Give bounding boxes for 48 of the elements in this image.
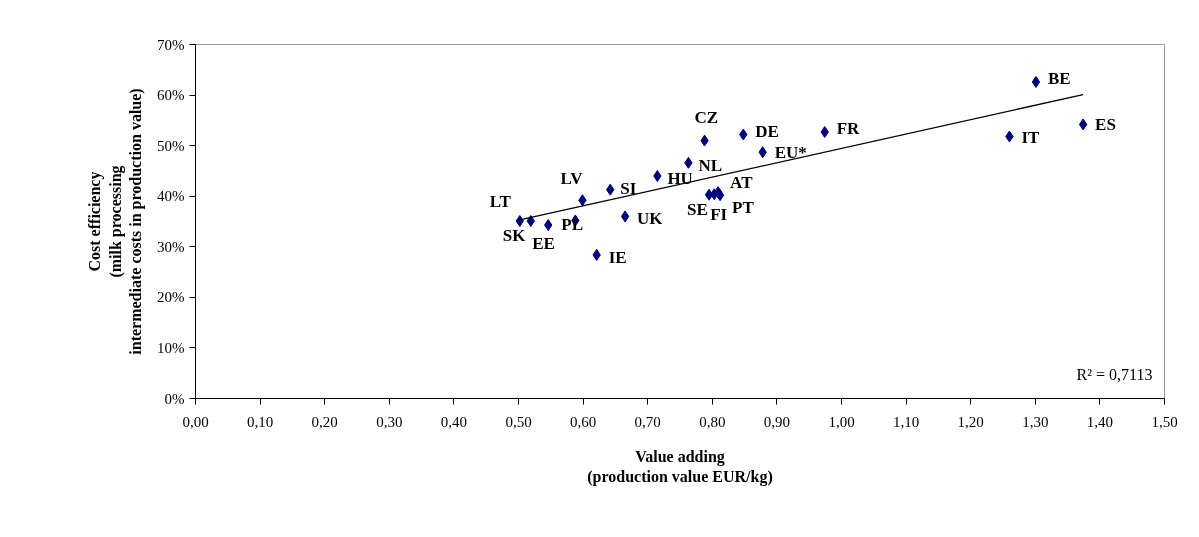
annotation: PL: [561, 215, 584, 235]
annotation: UK: [637, 209, 664, 229]
y-tick-label: 70%: [157, 36, 185, 53]
annotation: CZ: [694, 107, 719, 127]
annotation: DE: [755, 121, 779, 141]
x-tick-label: 1,50: [1151, 413, 1178, 430]
x-tick-label: 0,80: [699, 413, 726, 430]
x-tick-label: 0,20: [311, 413, 338, 430]
y-tick-label: 0%: [164, 390, 185, 407]
x-tick-label: 1,00: [828, 413, 855, 430]
x-tick-label: 0,70: [634, 413, 661, 430]
x-tick-label: 1,30: [1022, 413, 1049, 430]
x-tick-label: 0,10: [246, 413, 274, 430]
x-tick-label: 0,90: [763, 413, 791, 430]
x-tick-label: 1,20: [957, 413, 984, 430]
x-tick-label: 1,40: [1086, 413, 1114, 430]
x-tick-label: 0,30: [376, 413, 403, 430]
annotation: IE: [608, 247, 627, 267]
annotation: ES: [1095, 115, 1116, 135]
annotation: SK: [502, 225, 527, 245]
annotation: LT: [489, 191, 512, 211]
annotation: SI: [620, 178, 637, 198]
annotation: BE: [1047, 68, 1071, 88]
annotation: EE: [532, 234, 555, 254]
y-tick-label: 10%: [157, 339, 185, 356]
x-tick-label: 0,00: [182, 413, 209, 430]
y-tick-label: 60%: [157, 87, 185, 104]
annotation: SE: [687, 199, 708, 219]
annotation: IT: [1021, 127, 1041, 147]
annotation: FR: [836, 118, 861, 138]
annotation: FI: [710, 205, 728, 225]
annotation: EU*: [774, 143, 807, 163]
y-tick-label: 50%: [157, 137, 185, 154]
y-tick-label: 40%: [157, 188, 185, 205]
x-axis-title: Value adding (production value EUR/kg): [587, 447, 773, 486]
x-tick-label: 1,10: [892, 413, 920, 430]
x-tick-label: 0,60: [569, 413, 597, 430]
y-axis-title: Cost efficiency (milk processing intermediate costs in production value): [86, 88, 145, 355]
annotation: LV: [560, 169, 584, 189]
annotation: HU: [667, 168, 693, 188]
annotation: R² = 0,7113: [1076, 365, 1153, 383]
y-tick-label: 20%: [157, 289, 185, 306]
annotation: AT: [730, 173, 754, 193]
annotation: NL: [698, 155, 723, 175]
y-tick-label: 30%: [157, 238, 185, 255]
annotation: PT: [732, 198, 755, 218]
x-tick-label: 0,40: [440, 413, 468, 430]
x-tick-label: 0,50: [505, 413, 532, 430]
